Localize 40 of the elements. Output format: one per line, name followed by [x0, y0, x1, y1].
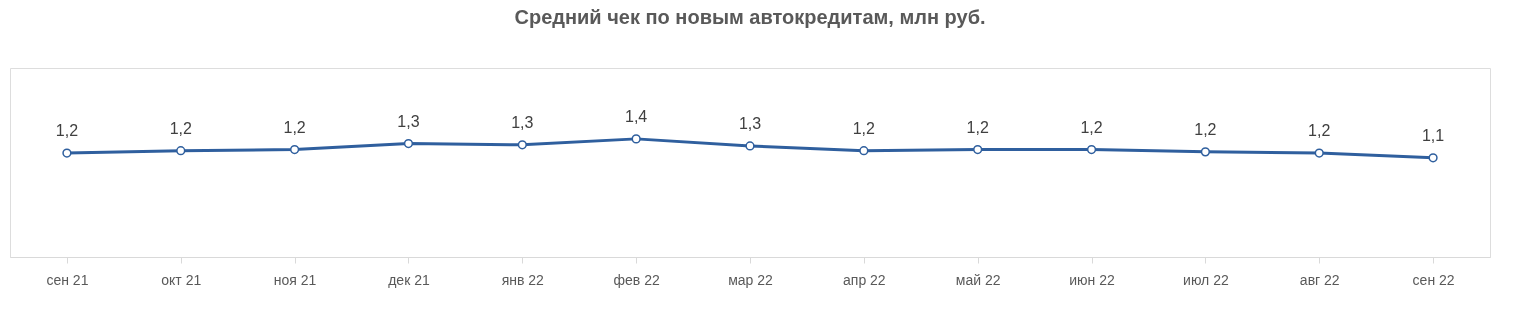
text: 1,4	[625, 107, 648, 125]
x-tick-label: ноя 21	[273, 271, 317, 288]
text: 1,2	[852, 119, 875, 137]
x-tick-label: дек 21	[388, 271, 430, 288]
text: 1,2	[283, 118, 306, 136]
x-tick-label: авг 22	[1299, 271, 1340, 288]
point	[631, 134, 641, 144]
chart-title: Средний чек по новым автокредитам, млн руб.	[514, 6, 986, 28]
x-tick-label: май 22	[955, 271, 1001, 288]
x-tick-label: сен 21	[46, 271, 89, 288]
text: 1,2	[966, 118, 989, 136]
x-tick-label: фев 22	[613, 271, 660, 288]
x-tick-label: июн 22	[1069, 271, 1116, 288]
x-tick-label: сен 22	[1412, 271, 1455, 288]
point	[517, 140, 527, 150]
text: 1,1	[1421, 126, 1445, 144]
x-tick-label: мар 22	[728, 271, 774, 288]
point	[1428, 153, 1438, 163]
text: 1,3	[738, 114, 762, 132]
point	[1086, 144, 1097, 155]
point	[62, 148, 72, 158]
text: 1,2	[55, 122, 79, 140]
point	[973, 144, 983, 155]
text: 1,2	[1080, 118, 1103, 136]
point	[1314, 148, 1324, 158]
point	[176, 146, 186, 156]
text: 1,2	[1194, 120, 1217, 138]
text: 1,3	[511, 113, 534, 131]
text: 1,2	[169, 119, 192, 137]
x-tick-label: апр 22	[843, 271, 886, 288]
point	[1200, 147, 1211, 157]
point	[403, 138, 414, 149]
text: 1,3	[397, 112, 420, 130]
point	[289, 144, 300, 155]
x-tick-label: июл 22	[1183, 271, 1229, 288]
x-tick-label: окт 21	[161, 271, 202, 288]
point	[859, 146, 869, 156]
x-tick-label: янв 22	[501, 271, 545, 288]
point	[745, 141, 755, 151]
text: 1,2	[1308, 122, 1331, 140]
